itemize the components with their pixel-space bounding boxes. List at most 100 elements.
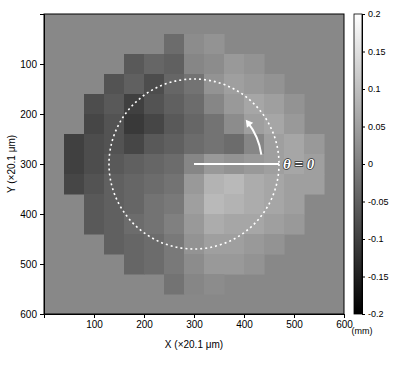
y-axis-tick: 300 [20,159,44,170]
cells [64,34,325,295]
x-axis-tick-mark [344,314,345,318]
heat-cell [284,94,305,115]
heat-cell [244,194,265,215]
x-axis-tick-mark [294,314,295,318]
y-axis-tick-label: 500 [20,259,37,270]
heat-cell [84,174,105,195]
heat-cell [204,254,225,275]
heat-cell [104,94,125,115]
colorbar-axis-tick: 0.2 [362,9,381,19]
y-axis-tick: 600 [20,309,44,320]
colorbar-axis-tick-label: 0.15 [368,47,386,57]
heat-cell [164,34,185,55]
heat-cell [264,214,285,235]
heat-cell [144,134,165,155]
heat-cell [164,94,185,115]
heat-cell [144,154,165,175]
heat-cell [104,234,125,255]
heat-cell [124,254,145,275]
y-axis-tick-label: 100 [20,59,37,70]
y-axis-tick-mark [40,314,44,315]
colorbar-label: (mm) [352,326,373,336]
colorbar-axis-tick: -0.1 [362,234,384,244]
heat-cell [264,94,285,115]
heat-cell [84,114,105,135]
y-axis-tick-label: 300 [20,159,37,170]
colorbar-axis-tick: -0.05 [362,197,389,207]
heat-cell [284,134,305,155]
heat-cell [64,154,85,175]
heat-cell [184,94,205,115]
heat-cell [304,134,325,155]
heat-cell [184,134,205,155]
heat-cell [204,194,225,215]
colorbar-axis-tick: -0.2 [362,309,384,319]
heat-cell [104,74,125,95]
heat-cell [124,74,145,95]
heat-cell [244,74,265,95]
heat-cell [104,174,125,195]
heat-cell [204,94,225,115]
heat-cell [264,74,285,95]
colorbar-axis-tick-label: 0.05 [368,122,386,132]
colorbar-axis-tick-label: 0.2 [368,9,381,19]
colorbar-axis-tick-mark [362,202,365,203]
heat-cell [144,214,165,235]
heat-cell [164,54,185,75]
heat-cell [284,214,305,235]
y-axis-tick: 100 [20,59,44,70]
heat-cell [144,54,165,75]
y-axis-tick: 400 [20,209,44,220]
heat-cell [164,174,185,195]
y-axis: 100 200 300 400 500 600 [20,15,44,320]
x-axis-tick-mark [244,314,245,318]
colorbar-axis-tick: 0.05 [362,122,386,132]
x-axis-tick-label: 100 [86,319,103,330]
y-axis-tick: 200 [20,109,44,120]
colorbar-axis-tick: -0.15 [362,272,389,282]
reference-shapes [109,79,279,249]
x-axis-tick-mark [94,314,95,318]
heat-cell [224,194,245,215]
x-axis-tick: 200 [136,314,153,330]
heat-cell [124,154,145,175]
heat-cell [124,194,145,215]
heat-cell [204,34,225,55]
heat-cell [124,174,145,195]
colorbar-axis-tick: 0 [362,159,373,169]
x-axis-tick: 100 [86,314,103,330]
heat-cell [64,134,85,155]
heat-cell [184,234,205,255]
heat-cell [104,154,125,175]
heat-cell [84,94,105,115]
heat-cell [284,114,305,135]
heat-cell [64,174,85,195]
theta-zero-line [194,163,279,165]
colorbar-axis-tick-mark [362,52,365,53]
x-axis-tick: 400 [236,314,253,330]
colorbar-axis-tick-label: -0.1 [368,234,384,244]
x-axis-tick-label: 500 [286,319,303,330]
heat-cell [164,154,185,175]
colorbar-axis-tick-label: -0.2 [368,309,384,319]
heat-cell [224,214,245,235]
colorbar-axis-tick-mark [362,89,365,90]
heat-cell [84,214,105,235]
heat-cell [204,174,225,195]
colorbar-axis-tick-mark [362,277,365,278]
heat-cell [244,174,265,195]
colorbar-axis-tick-mark [362,239,365,240]
heat-cell [124,94,145,115]
heat-cell [284,194,305,215]
heat-cell [204,134,225,155]
heat-cell [224,74,245,95]
y-axis-tick-mark [40,214,44,215]
x-axis-tick-label: 300 [186,319,203,330]
colorbar-axis-line [363,15,366,315]
colorbar-axis-tick-mark [362,314,365,315]
heat-cell [184,194,205,215]
heat-cell [164,214,185,235]
heat-cell [124,214,145,235]
heat-cell [104,214,125,235]
heat-cell [84,134,105,155]
